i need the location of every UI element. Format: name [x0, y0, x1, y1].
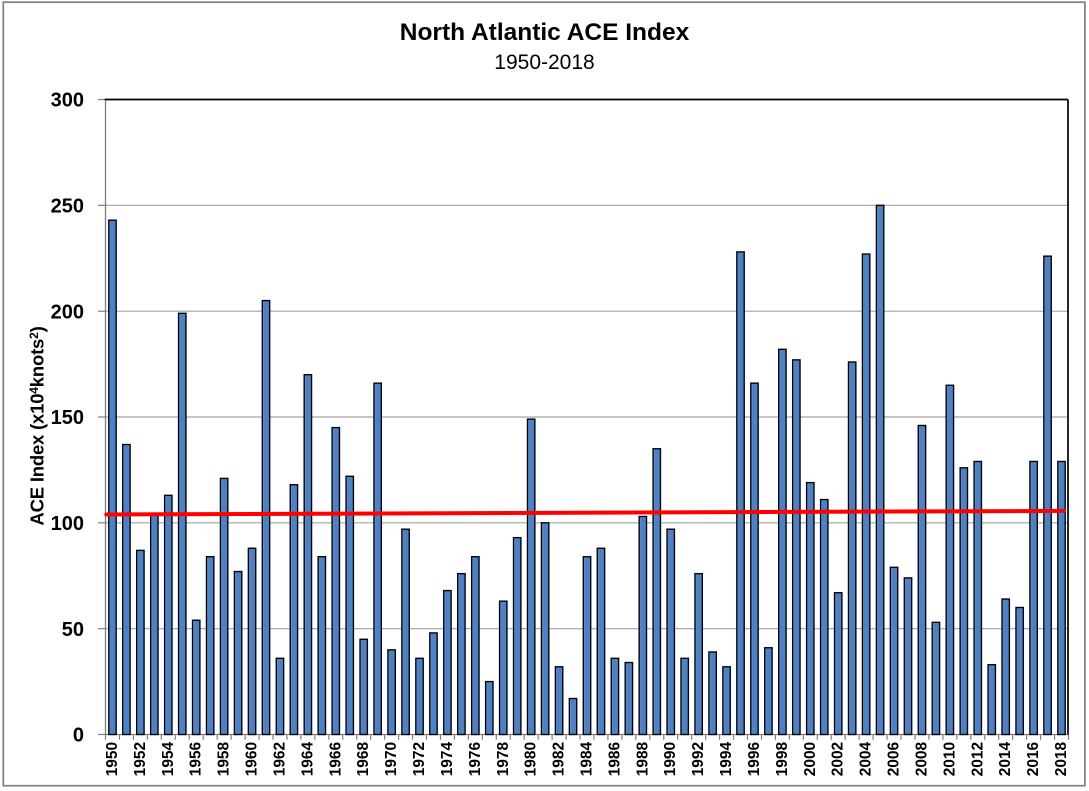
- svg-text:1962: 1962: [271, 742, 288, 776]
- svg-text:1974: 1974: [439, 741, 456, 776]
- svg-text:200: 200: [51, 301, 84, 323]
- svg-text:1996: 1996: [746, 741, 763, 776]
- svg-text:1966: 1966: [327, 741, 344, 776]
- svg-text:1964: 1964: [299, 741, 316, 776]
- svg-text:2018: 2018: [1053, 741, 1070, 776]
- svg-text:0: 0: [73, 725, 84, 747]
- svg-text:1956: 1956: [188, 741, 205, 776]
- svg-text:1952: 1952: [132, 742, 149, 776]
- svg-text:2012: 2012: [969, 742, 986, 776]
- svg-text:100: 100: [51, 513, 84, 535]
- svg-text:1960: 1960: [244, 742, 261, 776]
- svg-text:150: 150: [51, 407, 84, 429]
- svg-text:1968: 1968: [355, 741, 372, 776]
- svg-text:300: 300: [51, 90, 84, 112]
- svg-text:1980: 1980: [523, 742, 540, 776]
- svg-text:250: 250: [51, 196, 84, 218]
- svg-text:1954: 1954: [160, 741, 177, 776]
- svg-text:1986: 1986: [606, 741, 623, 776]
- svg-text:2002: 2002: [830, 742, 847, 776]
- svg-text:2010: 2010: [941, 742, 958, 776]
- svg-text:2004: 2004: [858, 741, 875, 776]
- svg-text:2006: 2006: [886, 741, 903, 776]
- svg-text:ACE Index (x104knots2): ACE Index (x104knots2): [27, 326, 48, 525]
- svg-text:1950-2018: 1950-2018: [494, 51, 594, 74]
- svg-text:1988: 1988: [634, 741, 651, 776]
- svg-text:50: 50: [62, 619, 84, 641]
- svg-text:1976: 1976: [467, 741, 484, 776]
- svg-text:1998: 1998: [774, 741, 791, 776]
- svg-text:2008: 2008: [913, 741, 930, 776]
- svg-text:2000: 2000: [802, 742, 819, 776]
- svg-text:North Atlantic ACE Index: North Atlantic ACE Index: [400, 19, 690, 46]
- svg-text:1990: 1990: [662, 742, 679, 776]
- svg-text:2014: 2014: [997, 741, 1014, 776]
- svg-text:1972: 1972: [411, 742, 428, 776]
- svg-text:1978: 1978: [495, 741, 512, 776]
- svg-text:1992: 1992: [690, 742, 707, 776]
- svg-text:1970: 1970: [383, 742, 400, 776]
- svg-text:1958: 1958: [216, 741, 233, 776]
- svg-text:2016: 2016: [1025, 741, 1042, 776]
- svg-text:1982: 1982: [551, 742, 568, 776]
- svg-text:1950: 1950: [104, 742, 121, 776]
- svg-text:1984: 1984: [579, 741, 596, 776]
- svg-text:1994: 1994: [718, 741, 735, 776]
